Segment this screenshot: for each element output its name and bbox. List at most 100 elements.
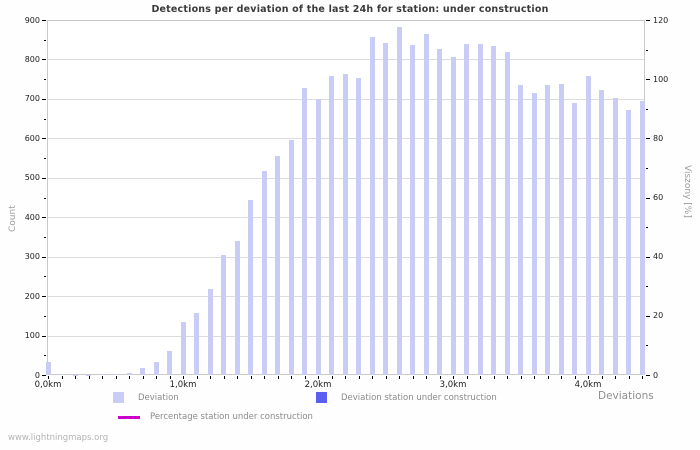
x-axis-tick-label: 1,0km	[169, 380, 197, 390]
deviation-bar	[585, 76, 591, 375]
x-axis-tick	[88, 376, 90, 379]
deviation-bar	[153, 362, 159, 375]
y-axis-tick	[42, 138, 46, 140]
deviation-bar	[410, 44, 415, 375]
deviation-bar	[531, 92, 537, 375]
deviation-bar	[315, 98, 321, 375]
deviation-bar	[72, 374, 78, 376]
y2-axis-tick-label: 80	[653, 133, 664, 143]
deviation-bar	[302, 88, 307, 375]
x-axis-tick	[453, 376, 454, 379]
y2-axis-tick-label: 120	[653, 15, 669, 25]
y-axis-tick-label: 500	[24, 173, 40, 183]
deviation-bar	[329, 76, 334, 375]
deviation-bar	[626, 109, 631, 375]
x-axis-tick	[142, 376, 144, 379]
x-axis-tick-label: 2,0km	[304, 380, 332, 390]
deviation-bar	[518, 84, 523, 375]
x-axis-tick	[493, 376, 495, 379]
y2-axis-tick-label: 40	[653, 252, 664, 262]
x-axis-tick	[237, 376, 238, 379]
y2-axis-tick-label: 60	[653, 193, 664, 202]
y2-axis-tick	[646, 167, 648, 169]
y2-axis-tick-label: 0	[653, 370, 659, 380]
x-axis-tick	[129, 376, 130, 379]
y2-axis-tick	[646, 286, 648, 288]
percentage-line-icon	[118, 415, 140, 419]
deviation-swatch-icon	[113, 392, 124, 403]
x-axis-tick	[264, 376, 265, 379]
y-axis-tick	[44, 355, 46, 357]
y-axis-tick-label: 100	[24, 331, 40, 341]
x-axis-tick	[196, 376, 198, 379]
x-axis-tick	[412, 376, 414, 379]
x-axis-tick	[466, 376, 468, 379]
y-axis-tick	[44, 158, 46, 160]
x-axis-tick	[588, 376, 589, 379]
x-axis-tick	[291, 376, 292, 379]
y2-axis-tick	[646, 79, 650, 81]
y-axis-tick	[42, 375, 46, 376]
x-axis-tick	[372, 376, 373, 379]
y-axis-tick	[44, 197, 46, 199]
x-axis-tick	[318, 376, 319, 379]
x-axis-tick	[48, 376, 49, 379]
y-axis-tick	[42, 217, 46, 219]
deviation-bar	[450, 57, 456, 375]
deviation-bar	[59, 374, 64, 376]
deviation-bar	[194, 313, 199, 375]
x-axis-tick	[115, 376, 117, 379]
y-axis-tick	[42, 335, 46, 337]
y2-axis-tick	[646, 315, 650, 317]
deviation-bar	[423, 33, 429, 375]
x-axis-tick	[75, 376, 76, 379]
y-axis-tick-label: 600	[24, 133, 40, 143]
watermark: www.lightningmaps.org	[8, 433, 109, 443]
deviation-station-swatch-icon	[316, 392, 327, 403]
y-axis-tick-label: 300	[24, 252, 40, 262]
deviation-bar	[477, 43, 483, 375]
legend-item-percentage: Percentage station under construction	[118, 412, 313, 422]
x-axis-tick	[547, 376, 549, 379]
legend-label: Deviation station under construction	[341, 392, 497, 403]
x-axis-tick	[210, 376, 211, 379]
x-axis-tick	[642, 376, 643, 379]
deviation-bar	[86, 374, 91, 376]
deviation-bar	[248, 200, 253, 375]
x-axis-tick	[399, 376, 400, 379]
x-axis-tick	[574, 376, 576, 379]
y-axis-tick-label: 800	[24, 54, 40, 64]
y2-axis-tick	[646, 345, 648, 347]
deviation-bar	[342, 74, 348, 375]
y2-axis-tick	[646, 375, 650, 376]
deviation-bar	[599, 90, 604, 375]
deviation-bar	[572, 102, 577, 375]
y-axis-tick	[44, 315, 46, 317]
deviation-bar	[234, 240, 240, 375]
x-axis-tick	[507, 376, 508, 379]
x-axis-tick	[480, 376, 481, 379]
deviation-bar	[180, 321, 186, 376]
y2-axis-tick-label: 20	[653, 311, 664, 321]
deviation-bar	[261, 171, 267, 375]
deviation-bar	[99, 374, 105, 376]
y2-axis-tick	[646, 49, 648, 51]
x-axis-tick-label: 3,0km	[439, 380, 467, 390]
deviation-bar	[369, 36, 375, 375]
y-axis-tick	[42, 177, 46, 179]
y-axis-tick	[42, 98, 46, 100]
x-axis-tick	[520, 376, 522, 379]
deviation-bar	[167, 351, 172, 375]
deviation-bar	[396, 26, 402, 375]
deviation-bar	[275, 156, 280, 375]
x-axis-tick	[61, 376, 63, 379]
y-axis-tick	[42, 59, 46, 61]
y-axis-tick-label: 700	[24, 94, 40, 104]
deviation-bar	[221, 254, 226, 375]
deviation-bar	[437, 48, 442, 375]
deviation-bar	[45, 362, 51, 375]
y2-axis-tick	[646, 108, 648, 110]
y-axis-tick-label: 200	[24, 291, 40, 301]
x-axis-tick	[102, 376, 103, 379]
x-axis-tick	[628, 376, 630, 379]
